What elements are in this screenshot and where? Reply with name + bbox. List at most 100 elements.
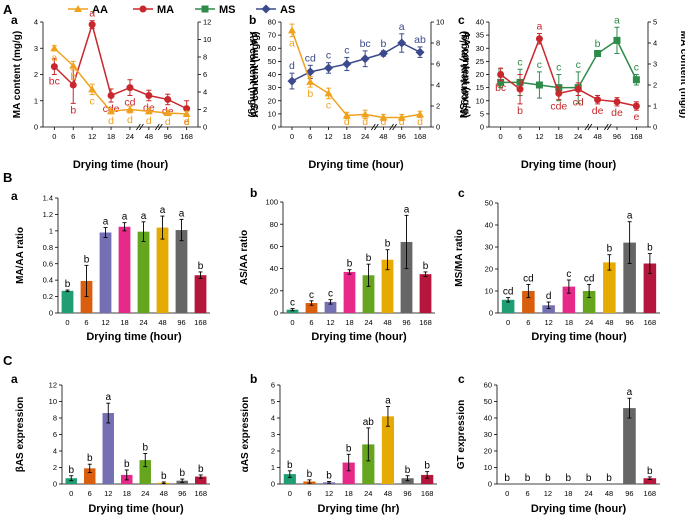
significance-label: cde: [550, 101, 567, 113]
axis-break: [587, 123, 593, 131]
significance-label: b: [198, 261, 204, 272]
data-point: [535, 81, 543, 89]
x-tick-label: 96: [164, 132, 172, 141]
significance-label: cd: [573, 97, 584, 109]
significance-label: b: [346, 443, 352, 454]
x-axis-title: Drying time (hr): [318, 503, 400, 515]
right-tick-label: 2: [436, 102, 440, 111]
right-tick-label: 3: [653, 60, 657, 69]
significance-label: b: [287, 460, 293, 471]
x-tick-label: 168: [421, 489, 434, 498]
axis-break: [373, 123, 379, 131]
data-point: [632, 102, 640, 110]
right-tick-label: 4: [653, 39, 657, 48]
significance-label: ab: [363, 417, 375, 428]
significance-label: a: [103, 217, 109, 228]
bar: [419, 274, 432, 313]
left-tick-label: 5: [480, 109, 484, 118]
x-tick-label: 48: [379, 132, 387, 141]
bar: [643, 478, 657, 484]
bar: [118, 226, 131, 313]
x-tick-label: 6: [518, 132, 522, 141]
significance-label: c: [634, 62, 639, 74]
x-tick-label: 168: [414, 132, 427, 141]
data-point: [574, 85, 582, 93]
significance-label: b: [326, 471, 332, 482]
significance-label: b: [566, 473, 572, 484]
left-tick-label: 60: [484, 381, 492, 390]
significance-label: a: [105, 392, 111, 403]
x-tick-label: 0: [499, 132, 503, 141]
y-axis-title: AS content (mg/g): [250, 31, 261, 117]
data-point: [145, 92, 153, 99]
chart-c-a: 024681012b0b6a12b18b24b48b96b168aDrying …: [11, 372, 210, 515]
charts-container: 06121824489616801234024681012bcbacdecdde…: [11, 8, 685, 515]
significance-label: a: [289, 38, 295, 50]
left-tick-label: 10: [268, 109, 276, 118]
x-tick-label: 96: [625, 489, 633, 498]
left-tick-label: 20: [270, 286, 278, 295]
left-tick-label: 2: [34, 70, 38, 79]
data-point: [397, 113, 406, 121]
x-tick-label: 0: [65, 318, 69, 327]
left-tick-label: 20: [484, 447, 492, 456]
subpanel-label: b: [250, 372, 257, 386]
bar: [542, 305, 555, 313]
significance-label: c: [344, 44, 349, 56]
panel-label-B: B: [3, 170, 12, 185]
right-tick-label: 10: [436, 18, 444, 27]
x-tick-label: 0: [290, 318, 294, 327]
bar: [305, 303, 318, 313]
legend-label: AA: [92, 4, 108, 16]
bar: [362, 275, 375, 313]
x-tick-label: 18: [343, 132, 351, 141]
left-tick-label: 4: [34, 18, 38, 27]
left-tick-label: 60: [268, 44, 276, 53]
bar: [381, 416, 395, 484]
left-tick-label: 50: [268, 57, 276, 66]
significance-label: c: [309, 290, 314, 301]
data-point: [287, 26, 296, 34]
left-tick-label: 6: [271, 381, 275, 390]
x-axis-title: Drying time (hour): [88, 503, 184, 515]
x-tick-label: 12: [325, 489, 333, 498]
x-tick-label: 6: [307, 489, 311, 498]
data-point: [594, 50, 602, 57]
bar: [194, 275, 207, 313]
left-tick-label: 0.2: [43, 292, 53, 301]
bar: [603, 262, 616, 313]
significance-label: b: [595, 38, 601, 50]
significance-label: a: [385, 395, 391, 406]
right-tick-label: 8: [436, 39, 440, 48]
bar: [501, 299, 515, 313]
significance-label: a: [627, 387, 633, 398]
significance-label: de: [592, 105, 604, 117]
left-tick-label: 10: [485, 287, 493, 296]
left-tick-label: 2: [271, 447, 275, 456]
significance-label: b: [424, 461, 430, 472]
x-tick-label: 48: [384, 489, 392, 498]
legend-label: MS: [219, 4, 236, 16]
significance-label: bc: [49, 76, 60, 88]
x-tick-label: 12: [324, 132, 332, 141]
bar: [283, 474, 296, 484]
significance-label: ab: [414, 34, 426, 46]
significance-label: c: [326, 50, 331, 62]
y-axis-title: MA/AA ratio: [15, 227, 26, 284]
left-tick-label: 100: [265, 198, 278, 207]
left-tick-label: 0: [271, 480, 275, 489]
left-tick-label: 0.4: [43, 276, 53, 285]
left-tick-label: 6: [53, 430, 57, 439]
bar: [139, 460, 151, 484]
subpanel-label: b: [249, 13, 256, 27]
subpanel-label: c: [458, 13, 465, 27]
significance-label: b: [161, 471, 167, 482]
x-tick-label: 48: [145, 132, 153, 141]
bar: [623, 242, 636, 313]
significance-label: b: [179, 468, 185, 479]
data-point: [306, 77, 315, 85]
x-axis-title: Drying time (hour): [521, 159, 617, 171]
data-point: [183, 105, 191, 113]
